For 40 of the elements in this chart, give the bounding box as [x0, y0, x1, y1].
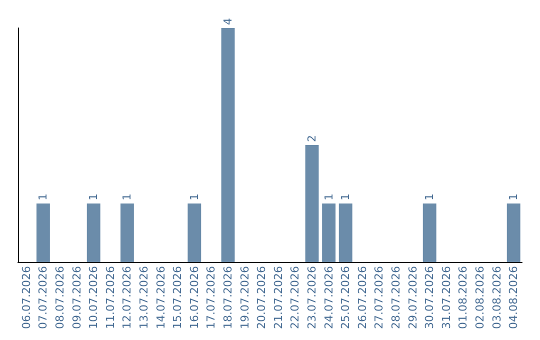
x-tick-label: 14.07.2026	[154, 266, 168, 329]
x-tick-label: 30.07.2026	[423, 266, 436, 329]
x-tick-label: 13.07.2026	[138, 266, 150, 329]
x-tick-label: 06.07.2026	[20, 266, 33, 329]
x-tick-label: 16.07.2026	[188, 266, 201, 329]
x-tick-label: 24.07.2026	[322, 266, 336, 329]
x-tick-label: 07.07.2026	[36, 266, 50, 329]
x-tick-label: 04.08.2026	[507, 266, 520, 329]
x-tick-label: 20.07.2026	[255, 266, 268, 329]
data-label: 1	[322, 194, 336, 200]
x-tick-label: 08.07.2026	[54, 266, 66, 329]
x-tick-label: 11.07.2026	[104, 266, 117, 329]
x-tick-label: 23.07.2026	[306, 266, 318, 329]
x-tick-label: 10.07.2026	[87, 266, 100, 329]
data-label: 1	[87, 194, 100, 200]
x-tick-label: 18.07.2026	[222, 266, 234, 329]
data-label: 1	[36, 194, 50, 200]
x-tick-label: 12.07.2026	[120, 266, 134, 329]
x-tick-label: 01.08.2026	[456, 266, 470, 329]
x-tick-label: 09.07.2026	[70, 266, 84, 329]
x-tick-label: 25.07.2026	[339, 266, 352, 329]
data-label: 4	[222, 18, 234, 25]
data-label: 1	[339, 194, 352, 200]
x-tick-label: 22.07.2026	[288, 266, 302, 329]
x-tick-label: 02.08.2026	[474, 266, 486, 329]
x-tick-label: 28.07.2026	[390, 266, 402, 329]
x-tick-label: 26.07.2026	[356, 266, 369, 329]
data-label: 1	[423, 194, 436, 200]
x-tick-label: 19.07.2026	[238, 266, 252, 329]
data-label: 1	[507, 194, 520, 200]
x-tick-label: 17.07.2026	[204, 266, 218, 329]
data-label: 2	[306, 135, 318, 142]
x-tick-label: 29.07.2026	[406, 266, 420, 329]
x-tick-label: 03.08.2026	[490, 266, 504, 329]
x-tick-label: 21.07.2026	[272, 266, 285, 329]
x-tick-label: 27.07.2026	[372, 266, 386, 329]
x-tick-label: 15.07.2026	[171, 266, 184, 329]
data-label: 1	[120, 194, 134, 200]
data-label: 1	[188, 194, 201, 200]
x-tick-label: 31.07.2026	[440, 266, 453, 329]
